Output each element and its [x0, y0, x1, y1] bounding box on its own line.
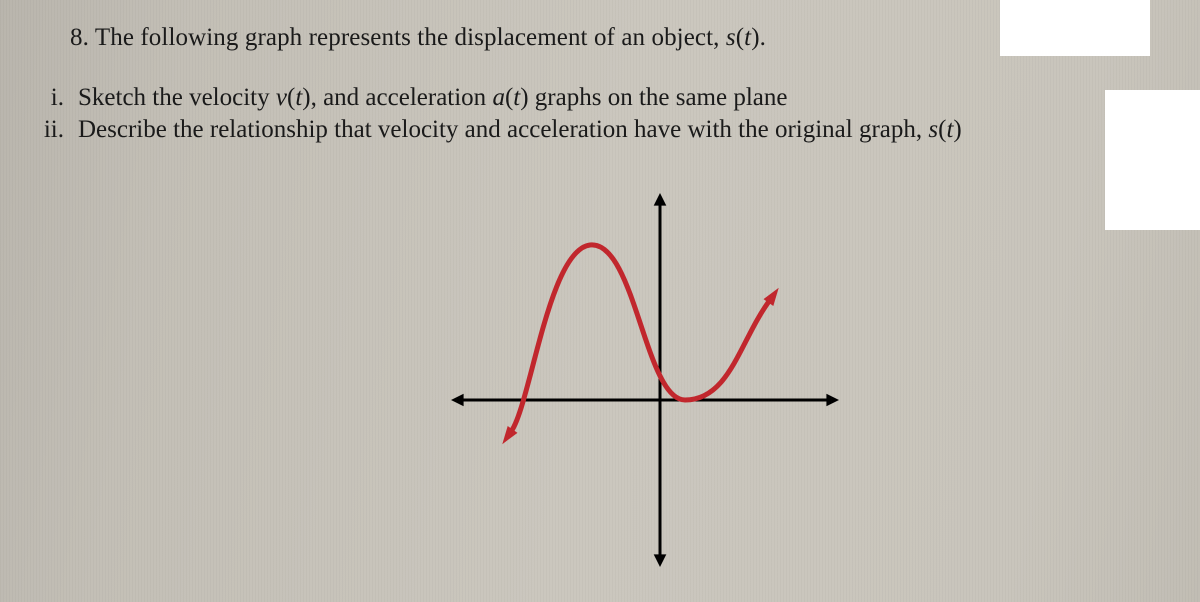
stem-paren-close: ): [751, 24, 759, 51]
subpart-text-ii: Describe the relationship that velocity …: [78, 116, 1130, 144]
stem-paren-open: (: [736, 24, 744, 51]
graph-svg: [430, 190, 850, 570]
question-stem: 8. The following graph represents the di…: [70, 24, 1130, 52]
sp0-v: v: [276, 84, 287, 111]
sp0-t4: ) graphs on the same plane: [520, 84, 787, 111]
sp0-a: a: [492, 84, 505, 111]
subpart-list: i. Sketch the velocity v(t), and acceler…: [34, 84, 1130, 144]
sp0-t0: Sketch the velocity: [78, 84, 276, 111]
question-block: 8. The following graph represents the di…: [70, 24, 1130, 144]
displacement-graph: [430, 190, 850, 570]
sp1-s: s: [928, 116, 938, 143]
sp1-p2: ): [953, 116, 961, 143]
stem-text-0: The following graph represents the displ…: [95, 24, 726, 51]
sp1-t0: Describe the relationship that velocity …: [78, 116, 928, 143]
stem-s: s: [726, 24, 736, 51]
sp0-t2: ), and acceleration: [302, 84, 492, 111]
question-number: 8.: [70, 24, 89, 51]
stem-period: .: [760, 24, 766, 51]
subpart-num-ii: ii.: [34, 116, 78, 144]
subpart-num-i: i.: [34, 84, 78, 112]
subpart-text-i: Sketch the velocity v(t), and accelerati…: [78, 84, 1130, 112]
